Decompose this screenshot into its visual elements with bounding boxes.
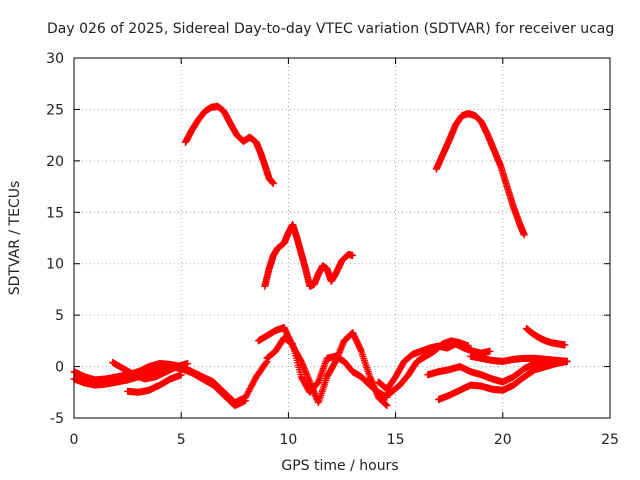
data-marks: [70, 102, 571, 410]
data-marker: [262, 359, 270, 367]
x-tick-label: 20: [494, 432, 512, 448]
y-axis-title: SDTVAR / TECUs: [7, 181, 23, 296]
series-arc-low-3: [109, 358, 192, 383]
x-tick-label: 5: [177, 432, 186, 448]
data-point: [561, 341, 569, 349]
x-tick-label: 0: [70, 432, 79, 448]
data-point: [349, 251, 357, 259]
y-tick-label: 30: [46, 51, 64, 67]
x-tick-label: 15: [387, 432, 405, 448]
data-point: [184, 359, 192, 367]
data-point: [486, 347, 494, 355]
y-tick-label: 10: [46, 257, 64, 273]
data-point: [464, 342, 472, 350]
series-arc-high-2: [432, 110, 528, 239]
plot-frame: [73, 57, 611, 419]
series-arc-low-11: [467, 352, 571, 365]
data-point: [269, 179, 277, 187]
x-axis-title: GPS time / hours: [281, 458, 398, 474]
series-arc-low-6: [263, 334, 391, 401]
data-point: [383, 402, 391, 410]
y-tick-label: 25: [46, 102, 64, 118]
series-arc-low-4: [124, 371, 185, 396]
y-tick-label: -5: [50, 411, 64, 427]
chart-title: Day 026 of 2025, Sidereal Day-to-day VTE…: [47, 21, 614, 37]
series-arc-high-1: [181, 102, 277, 187]
y-tick-label: 0: [55, 360, 64, 376]
y-tick-label: 15: [46, 205, 64, 221]
y-tick-label: 20: [46, 154, 64, 170]
data-point: [563, 357, 571, 365]
y-tick-label: 5: [55, 308, 64, 324]
series-arc-late: [522, 325, 569, 349]
series-arc-mid: [261, 221, 357, 290]
x-tick-label: 25: [601, 432, 619, 448]
data-point: [520, 231, 528, 239]
data-point: [242, 397, 250, 405]
data-point: [177, 371, 185, 379]
x-tick-label: 10: [279, 432, 297, 448]
series-arc-low-8: [379, 337, 472, 401]
